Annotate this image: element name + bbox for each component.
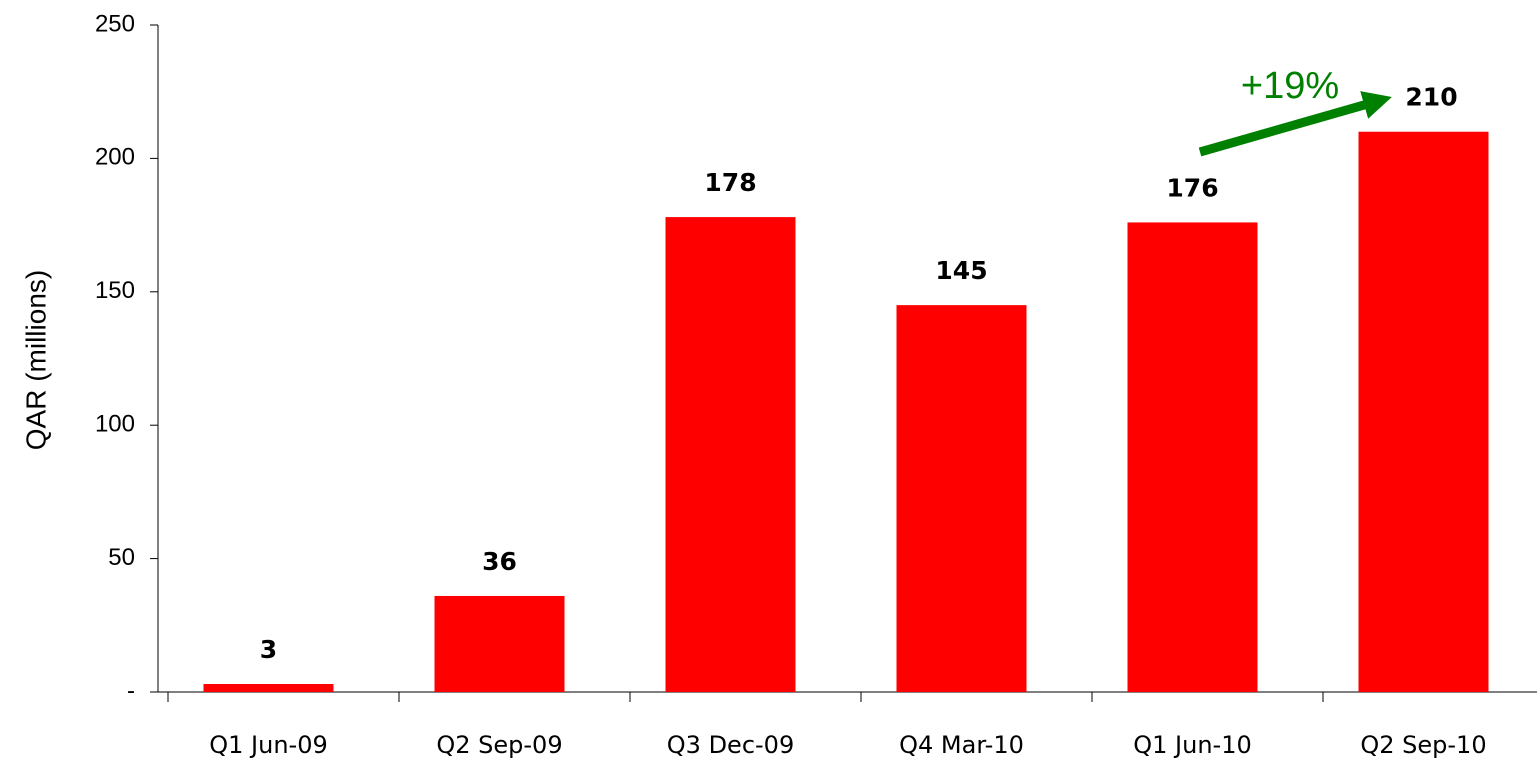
- y-tick-label: 250: [95, 10, 135, 37]
- y-tick-label: 50: [108, 544, 135, 571]
- x-tick-label: Q2 Sep-10: [1360, 731, 1486, 759]
- y-axis-label: QAR (millions): [20, 270, 51, 450]
- bar: [1127, 222, 1258, 692]
- value-label: 36: [482, 547, 517, 576]
- y-tick-label: -: [127, 677, 135, 704]
- annotation: +19%: [1241, 65, 1339, 107]
- x-tick-label: Q4 Mar-10: [899, 731, 1024, 759]
- bar: [665, 217, 796, 692]
- bar: [434, 595, 565, 692]
- bar: [896, 305, 1027, 692]
- value-label: 178: [704, 168, 756, 197]
- y-tick-label: 100: [95, 411, 135, 438]
- value-label: 210: [1405, 83, 1457, 112]
- y-tick-label: 200: [95, 144, 135, 171]
- bar: [1358, 131, 1489, 693]
- plot: - 50 100 150 200 250 Q1 Jun-09 3 Q2 Sep-09 36 Q3 D…: [95, 10, 1489, 759]
- bar: [203, 683, 334, 692]
- x-tick-label: Q1 Jun-09: [209, 731, 328, 759]
- value-label: 176: [1166, 173, 1218, 202]
- growth-arrow: [1198, 91, 1392, 157]
- y-tick-label: 150: [95, 277, 135, 304]
- x-tick-label: Q1 Jun-10: [1133, 731, 1252, 759]
- x-tick-label: Q2 Sep-09: [436, 731, 562, 759]
- x-tick-label: Q3 Dec-09: [667, 731, 794, 759]
- value-label: 145: [935, 256, 987, 285]
- value-label: 3: [260, 635, 277, 664]
